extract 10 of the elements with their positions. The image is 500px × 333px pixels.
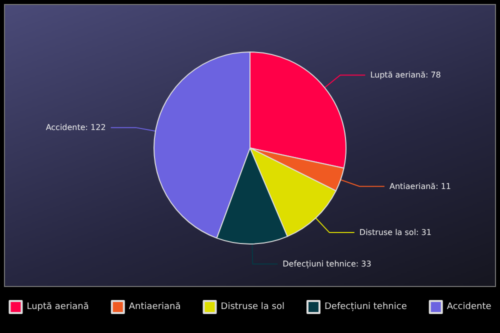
data-label: Antiaeriană: 11 [389, 182, 452, 191]
legend-label: Accidente [446, 302, 492, 312]
data-label: Accidente: 122 [46, 123, 106, 132]
legend-label: Defecțiuni tehnice [324, 302, 408, 312]
legend-label: Luptă aeriană [26, 302, 89, 312]
legend-label: Antiaeriană [128, 302, 181, 312]
data-label: Defecțiuni tehnice: 33 [282, 259, 372, 268]
data-label: Luptă aeriană: 78 [370, 70, 441, 80]
legend-label: Distruse la sol [220, 302, 284, 312]
data-label: Distruse la sol: 31 [359, 228, 432, 238]
